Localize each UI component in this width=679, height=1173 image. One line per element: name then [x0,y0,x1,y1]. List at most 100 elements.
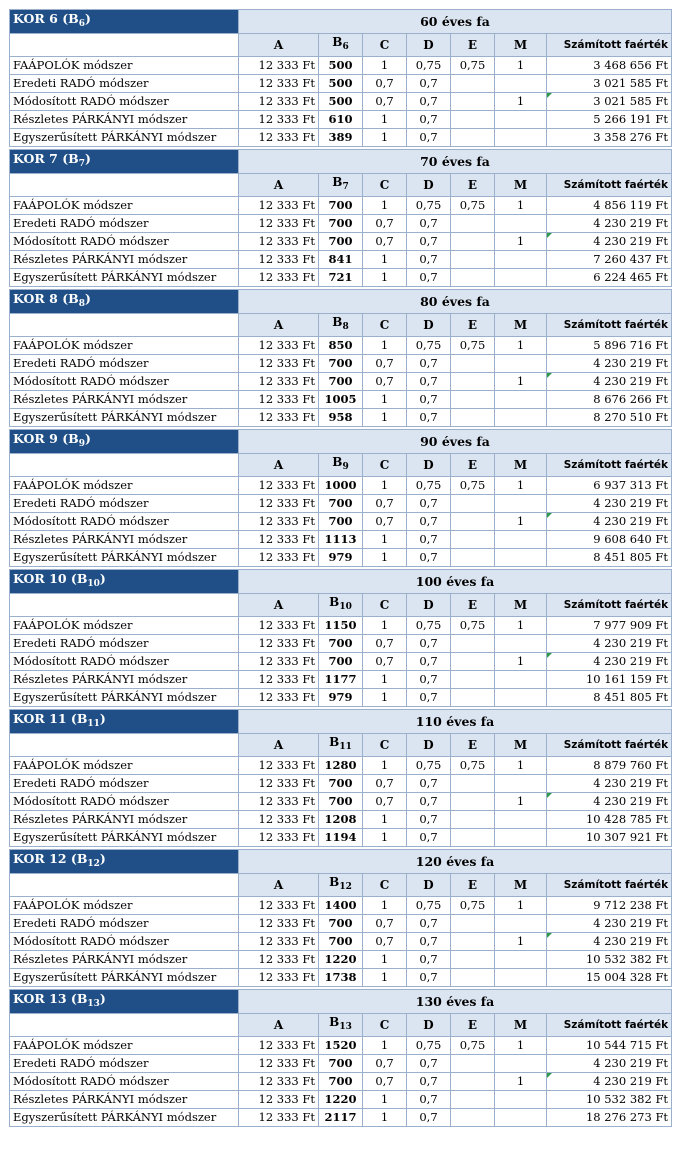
value-e-cell[interactable] [450,232,495,251]
method-name-cell[interactable]: Egyszerűsített PÁRKÁNYI módszer [9,128,239,147]
value-m-cell[interactable] [494,494,547,513]
value-e-cell[interactable]: 0,75 [450,476,495,495]
value-e-cell[interactable] [450,1108,495,1127]
method-name-cell[interactable]: FAÁPOLÓK módszer [9,196,239,215]
value-b-cell[interactable]: 700 [318,1054,363,1073]
method-name-cell[interactable]: Eredeti RADÓ módszer [9,354,239,373]
value-c-cell[interactable]: 0,7 [362,634,407,653]
value-d-cell[interactable]: 0,7 [406,1108,451,1127]
value-m-cell[interactable] [494,268,547,287]
value-a-cell[interactable]: 12 333 Ft [238,950,319,969]
value-d-cell[interactable]: 0,7 [406,372,451,391]
value-c-cell[interactable]: 0,7 [362,512,407,531]
value-e-cell[interactable] [450,268,495,287]
value-d-cell[interactable]: 0,7 [406,810,451,829]
value-e-cell[interactable] [450,548,495,567]
value-a-cell[interactable]: 12 333 Ft [238,354,319,373]
method-name-cell[interactable]: Részletes PÁRKÁNYI módszer [9,110,239,129]
value-c-cell[interactable]: 1 [362,828,407,847]
value-d-cell[interactable]: 0,7 [406,548,451,567]
computed-value-cell[interactable]: 4 230 219 Ft [545,914,673,933]
value-b-cell[interactable]: 1194 [318,828,363,847]
value-a-cell[interactable]: 12 333 Ft [238,968,319,987]
value-a-cell[interactable]: 12 333 Ft [238,56,319,75]
value-e-cell[interactable] [450,1090,495,1109]
value-a-cell[interactable]: 12 333 Ft [238,634,319,653]
value-e-cell[interactable] [450,932,495,951]
value-b-cell[interactable]: 2117 [318,1108,363,1127]
value-d-cell[interactable]: 0,7 [406,74,451,93]
value-a-cell[interactable]: 12 333 Ft [238,530,319,549]
value-d-cell[interactable]: 0,75 [406,1036,451,1055]
computed-value-cell[interactable]: 6 937 313 Ft [545,476,673,495]
computed-value-cell[interactable]: 9 608 640 Ft [545,530,673,549]
value-b-cell[interactable]: 1220 [318,1090,363,1109]
value-c-cell[interactable]: 1 [362,530,407,549]
value-d-cell[interactable]: 0,7 [406,110,451,129]
value-e-cell[interactable] [450,214,495,233]
value-d-cell[interactable]: 0,7 [406,268,451,287]
value-m-cell[interactable] [494,74,547,93]
value-a-cell[interactable]: 12 333 Ft [238,774,319,793]
value-a-cell[interactable]: 12 333 Ft [238,688,319,707]
method-name-cell[interactable]: Módosított RADÓ módszer [9,792,239,811]
method-name-cell[interactable]: Módosított RADÓ módszer [9,232,239,251]
value-d-cell[interactable]: 0,7 [406,214,451,233]
value-e-cell[interactable] [450,670,495,689]
value-a-cell[interactable]: 12 333 Ft [238,1054,319,1073]
value-c-cell[interactable]: 1 [362,476,407,495]
value-b-cell[interactable]: 700 [318,232,363,251]
value-e-cell[interactable] [450,1054,495,1073]
value-c-cell[interactable]: 0,7 [362,1072,407,1091]
value-c-cell[interactable]: 1 [362,1036,407,1055]
value-a-cell[interactable]: 12 333 Ft [238,512,319,531]
method-name-cell[interactable]: Részletes PÁRKÁNYI módszer [9,810,239,829]
method-name-cell[interactable]: Eredeti RADÓ módszer [9,634,239,653]
computed-value-cell[interactable]: 8 451 805 Ft [545,688,673,707]
value-b-cell[interactable]: 700 [318,932,363,951]
value-b-cell[interactable]: 700 [318,1072,363,1091]
value-c-cell[interactable]: 1 [362,950,407,969]
value-a-cell[interactable]: 12 333 Ft [238,652,319,671]
computed-value-cell[interactable]: 10 532 382 Ft [545,950,673,969]
computed-value-cell[interactable]: 10 307 921 Ft [545,828,673,847]
value-e-cell[interactable] [450,92,495,111]
value-b-cell[interactable]: 700 [318,214,363,233]
value-d-cell[interactable]: 0,7 [406,968,451,987]
value-c-cell[interactable]: 0,7 [362,932,407,951]
value-c-cell[interactable]: 0,7 [362,914,407,933]
value-c-cell[interactable]: 0,7 [362,214,407,233]
value-b-cell[interactable]: 500 [318,92,363,111]
value-c-cell[interactable]: 1 [362,196,407,215]
value-m-cell[interactable] [494,408,547,427]
value-a-cell[interactable]: 12 333 Ft [238,1072,319,1091]
computed-value-cell[interactable]: 15 004 328 Ft [545,968,673,987]
value-c-cell[interactable]: 0,7 [362,792,407,811]
computed-value-cell[interactable]: 4 230 219 Ft [545,372,673,391]
value-e-cell[interactable] [450,74,495,93]
value-e-cell[interactable] [450,372,495,391]
value-c-cell[interactable]: 0,7 [362,92,407,111]
value-c-cell[interactable]: 1 [362,250,407,269]
value-e-cell[interactable] [450,810,495,829]
value-m-cell[interactable] [494,828,547,847]
value-c-cell[interactable]: 1 [362,688,407,707]
computed-value-cell[interactable]: 8 879 760 Ft [545,756,673,775]
method-name-cell[interactable]: Eredeti RADÓ módszer [9,914,239,933]
method-name-cell[interactable]: Részletes PÁRKÁNYI módszer [9,250,239,269]
value-b-cell[interactable]: 721 [318,268,363,287]
method-name-cell[interactable]: FAÁPOLÓK módszer [9,56,239,75]
value-d-cell[interactable]: 0,7 [406,408,451,427]
value-e-cell[interactable] [450,968,495,987]
value-c-cell[interactable]: 0,7 [362,774,407,793]
value-d-cell[interactable]: 0,7 [406,494,451,513]
computed-value-cell[interactable]: 4 230 219 Ft [545,512,673,531]
value-m-cell[interactable] [494,1090,547,1109]
computed-value-cell[interactable]: 10 428 785 Ft [545,810,673,829]
value-e-cell[interactable] [450,110,495,129]
method-name-cell[interactable]: Egyszerűsített PÁRKÁNYI módszer [9,968,239,987]
method-name-cell[interactable]: FAÁPOLÓK módszer [9,756,239,775]
value-a-cell[interactable]: 12 333 Ft [238,896,319,915]
value-b-cell[interactable]: 700 [318,634,363,653]
value-m-cell[interactable] [494,110,547,129]
